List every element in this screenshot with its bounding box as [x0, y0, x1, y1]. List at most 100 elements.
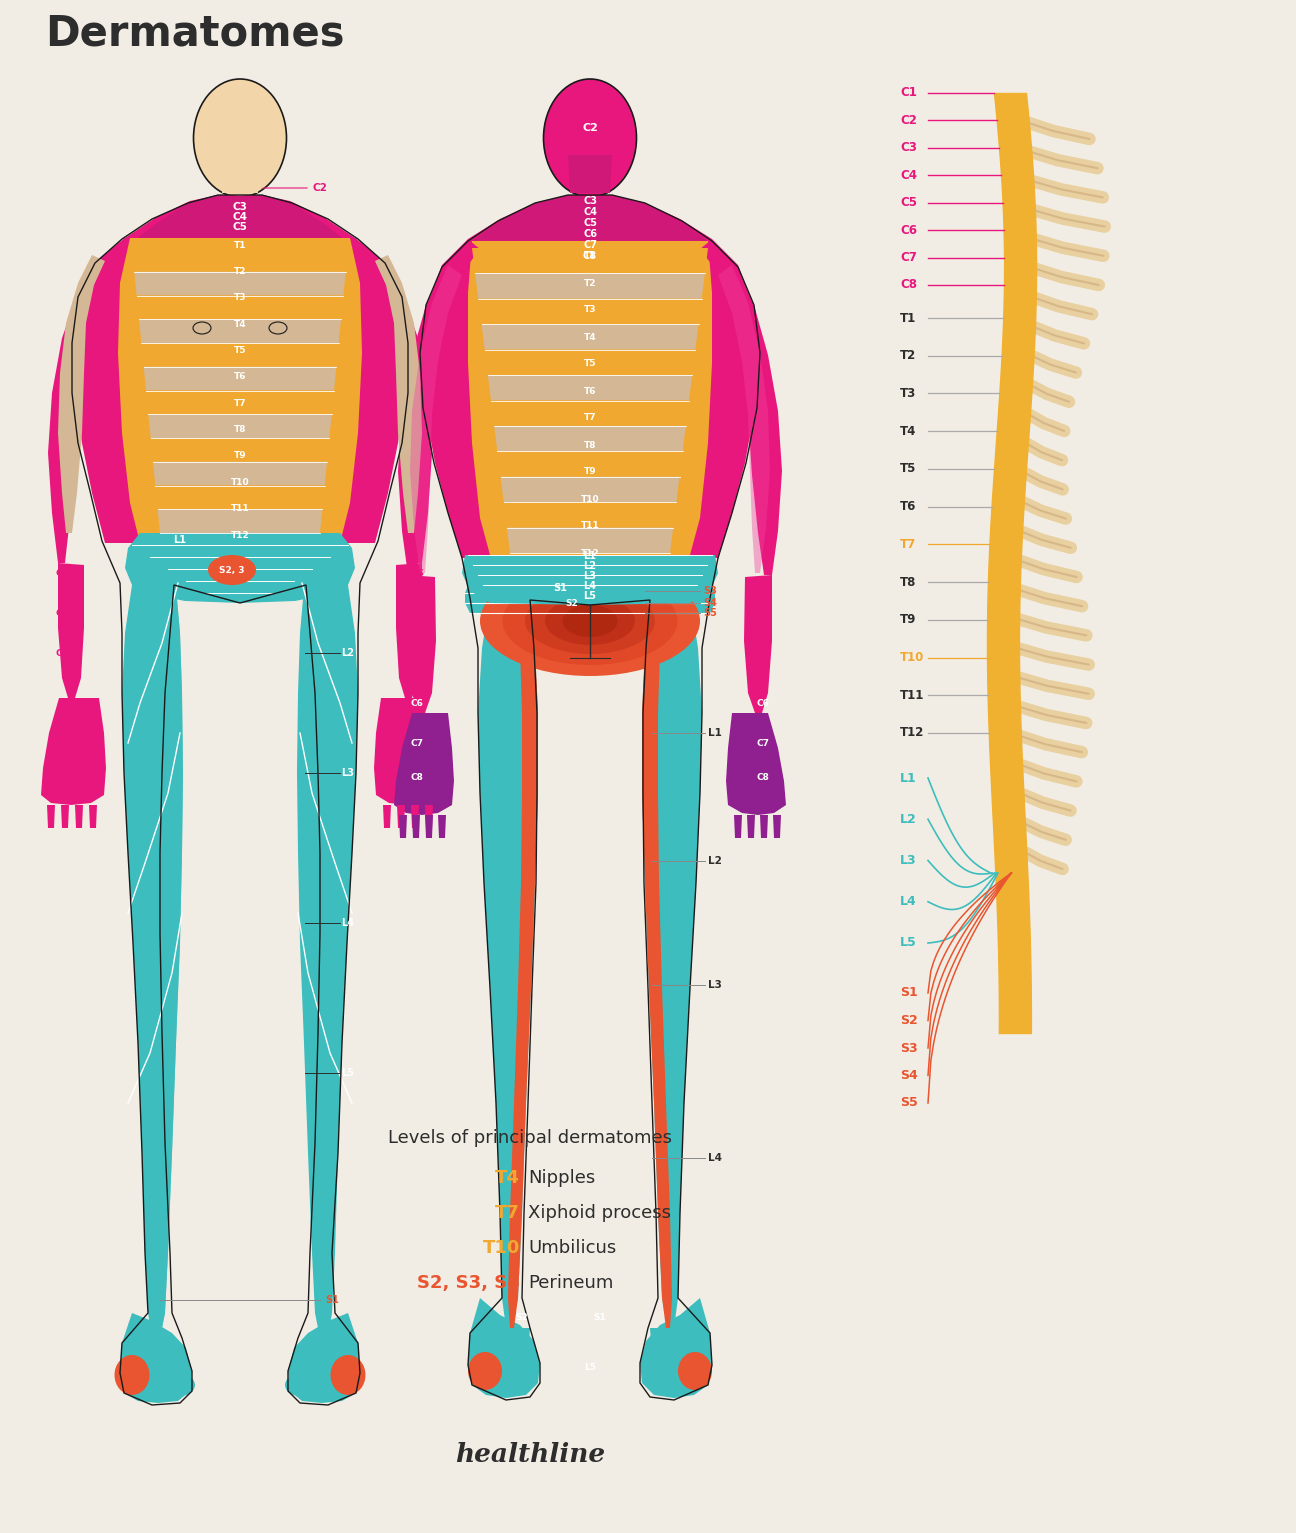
- Ellipse shape: [194, 81, 285, 196]
- Text: T4: T4: [233, 319, 246, 328]
- Text: C8: C8: [583, 251, 597, 261]
- Text: L2: L2: [899, 812, 916, 826]
- Polygon shape: [148, 414, 332, 438]
- Text: T7: T7: [583, 414, 596, 423]
- Text: T8: T8: [899, 575, 916, 589]
- Text: C5: C5: [232, 222, 248, 231]
- Text: T7: T7: [233, 399, 246, 408]
- Text: C6: C6: [757, 699, 770, 708]
- Polygon shape: [408, 575, 435, 713]
- Polygon shape: [144, 366, 337, 391]
- Text: T3: T3: [899, 386, 916, 400]
- Text: T5: T5: [233, 346, 246, 356]
- Text: T7: T7: [495, 1203, 520, 1222]
- Text: L1: L1: [899, 771, 916, 785]
- Text: C4: C4: [232, 212, 248, 222]
- Text: L5: L5: [342, 1069, 355, 1078]
- Polygon shape: [498, 451, 683, 477]
- Ellipse shape: [503, 576, 678, 665]
- Text: C3: C3: [583, 196, 597, 205]
- Text: C2: C2: [312, 182, 328, 193]
- Text: C4: C4: [583, 207, 597, 218]
- Text: L3: L3: [583, 570, 596, 581]
- Text: S2, 3: S2, 3: [219, 566, 245, 575]
- Polygon shape: [494, 426, 686, 451]
- Polygon shape: [58, 254, 105, 533]
- Text: T1: T1: [583, 251, 596, 261]
- Text: C7: C7: [583, 241, 597, 250]
- Polygon shape: [141, 343, 338, 366]
- Polygon shape: [412, 816, 420, 839]
- Text: C8: C8: [899, 279, 918, 291]
- Polygon shape: [75, 195, 404, 543]
- Text: Perineum: Perineum: [527, 1274, 613, 1292]
- Text: C6: C6: [412, 569, 424, 578]
- Polygon shape: [61, 805, 69, 828]
- Text: C8: C8: [56, 648, 69, 658]
- Ellipse shape: [546, 81, 635, 196]
- Text: T6: T6: [899, 500, 916, 514]
- Polygon shape: [47, 805, 54, 828]
- Polygon shape: [156, 486, 325, 509]
- Polygon shape: [744, 575, 772, 713]
- Text: S4: S4: [899, 1069, 918, 1082]
- Polygon shape: [491, 400, 689, 426]
- Polygon shape: [642, 598, 702, 1328]
- Text: S2: S2: [565, 598, 578, 607]
- Text: T11: T11: [231, 504, 249, 514]
- Ellipse shape: [562, 606, 617, 638]
- Ellipse shape: [165, 1374, 194, 1397]
- Polygon shape: [410, 265, 461, 573]
- Text: T1: T1: [233, 241, 246, 250]
- Polygon shape: [41, 698, 106, 805]
- Text: T7: T7: [899, 538, 916, 550]
- Text: T5: T5: [583, 360, 596, 368]
- Text: L3: L3: [708, 980, 722, 990]
- Text: T8: T8: [233, 425, 246, 434]
- Polygon shape: [468, 241, 712, 555]
- Ellipse shape: [207, 555, 257, 586]
- Text: C6: C6: [899, 224, 918, 236]
- Polygon shape: [478, 555, 702, 569]
- Polygon shape: [422, 195, 758, 558]
- Text: L5: L5: [584, 1363, 596, 1372]
- Polygon shape: [700, 241, 781, 575]
- Polygon shape: [397, 563, 422, 698]
- Text: C5: C5: [899, 196, 918, 208]
- Polygon shape: [121, 1312, 192, 1403]
- Text: S2, S3, S4: S2, S3, S4: [417, 1274, 520, 1292]
- Text: T12: T12: [581, 549, 599, 558]
- Text: Nipples: Nipples: [527, 1170, 595, 1187]
- Polygon shape: [476, 273, 705, 299]
- Ellipse shape: [678, 1352, 712, 1390]
- Ellipse shape: [193, 80, 286, 198]
- Text: L5: L5: [899, 937, 916, 949]
- Text: T10: T10: [231, 478, 249, 487]
- Text: healthline: healthline: [455, 1443, 605, 1467]
- Text: T1: T1: [899, 311, 916, 325]
- Polygon shape: [472, 248, 708, 273]
- Polygon shape: [288, 1312, 360, 1403]
- Ellipse shape: [480, 566, 700, 676]
- Text: S5: S5: [899, 1096, 918, 1110]
- Text: S4: S4: [702, 598, 717, 609]
- Polygon shape: [485, 350, 696, 376]
- Text: C2: C2: [899, 113, 916, 127]
- Text: L4: L4: [583, 581, 596, 592]
- Text: S3: S3: [702, 586, 717, 596]
- Text: L2: L2: [342, 648, 355, 658]
- Polygon shape: [425, 816, 433, 839]
- Polygon shape: [568, 155, 612, 193]
- Text: C6: C6: [56, 569, 69, 578]
- Polygon shape: [478, 598, 538, 1328]
- Polygon shape: [297, 586, 358, 1338]
- Text: T9: T9: [233, 451, 246, 460]
- Polygon shape: [384, 805, 391, 828]
- Polygon shape: [640, 1298, 712, 1398]
- Text: C4: C4: [899, 169, 918, 182]
- Text: S1: S1: [594, 1314, 607, 1323]
- Text: C6: C6: [411, 699, 424, 708]
- Text: L5: L5: [583, 592, 596, 601]
- Text: C1: C1: [899, 86, 916, 100]
- Polygon shape: [124, 533, 355, 602]
